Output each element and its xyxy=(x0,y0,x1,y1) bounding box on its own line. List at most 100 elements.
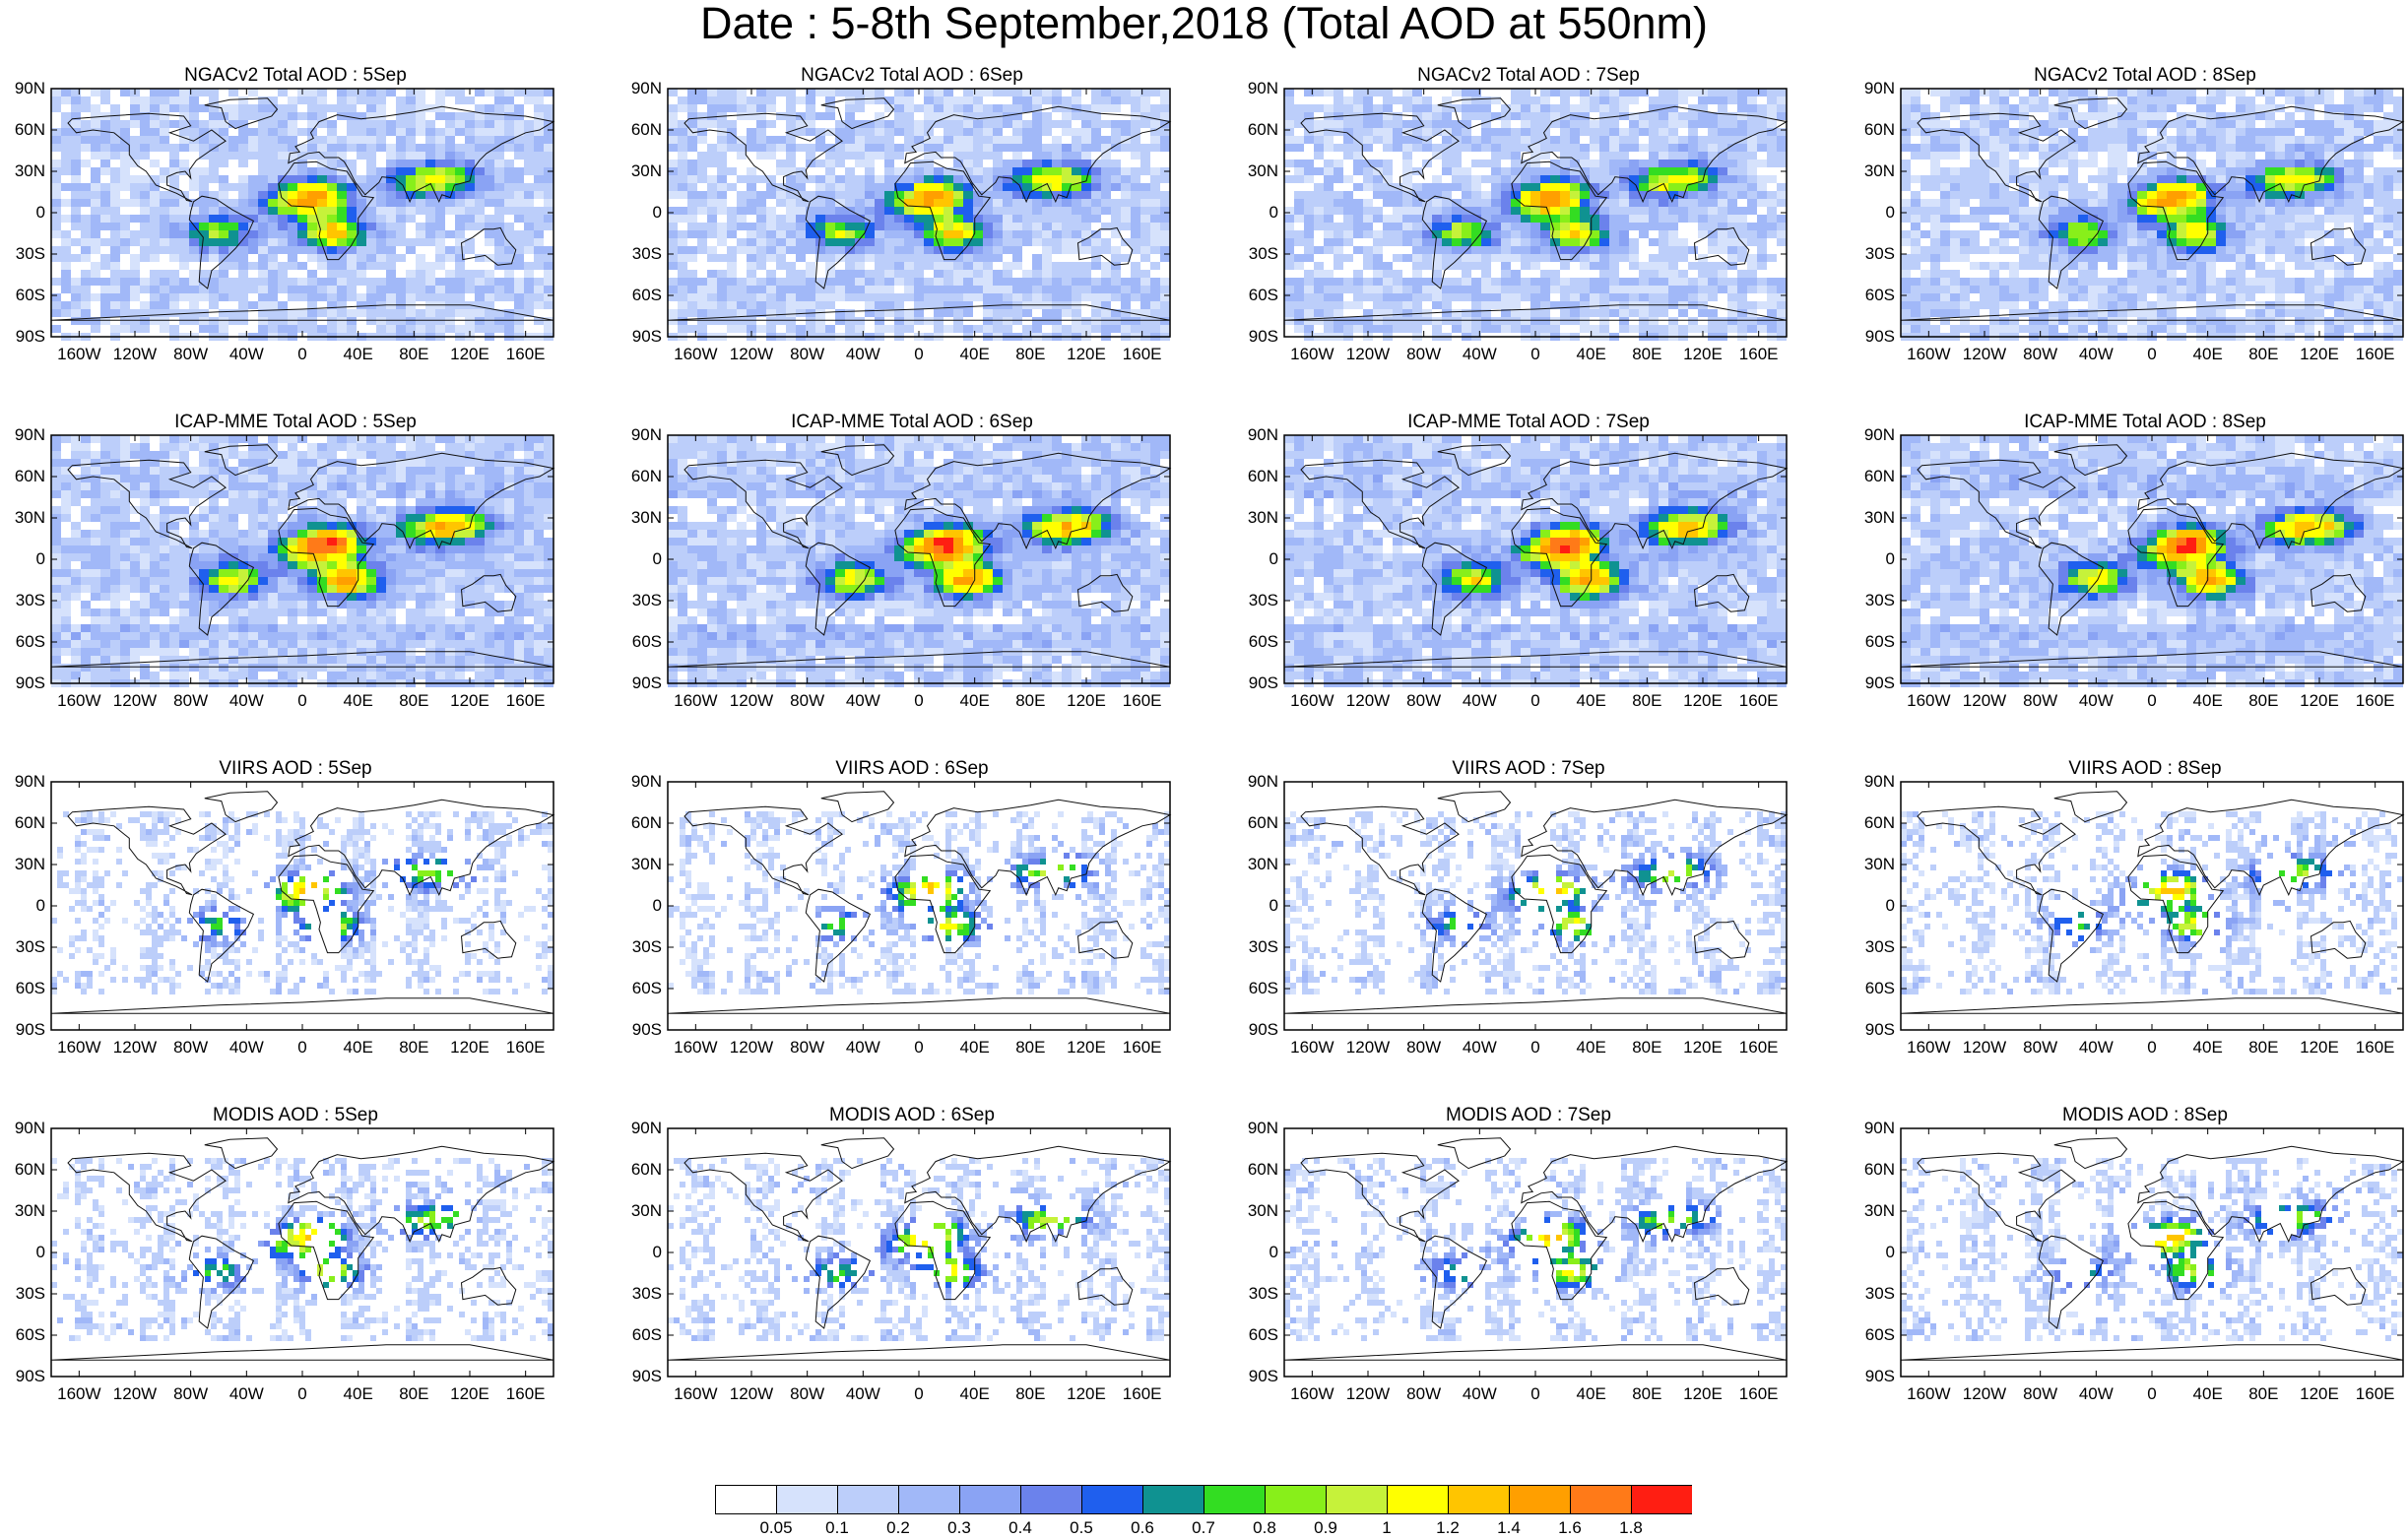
lon-tick-label: 160E xyxy=(1729,345,1789,364)
coastline xyxy=(2127,854,2225,954)
lat-tick-label: 60N xyxy=(1229,120,1278,140)
lon-tick-label: 80E xyxy=(384,1384,443,1404)
lon-tick-label: 40E xyxy=(329,691,388,711)
lat-tick-label: 30N xyxy=(0,508,45,528)
map-panel: VIIRS AOD : 5Sep 90N 60N 30N 0 30S 60S 90S 160W 1… xyxy=(0,744,591,1079)
coastline xyxy=(460,573,517,612)
lon-tick-label: 80E xyxy=(1001,1384,1060,1404)
map-plot xyxy=(1283,781,1789,1031)
map-panel: MODIS AOD : 7Sep 90N 60N 30N 0 30S 60S 90S 160W 1… xyxy=(1233,1091,1824,1426)
aod-field xyxy=(1284,1158,1787,1341)
map-panel: VIIRS AOD : 6Sep 90N 60N 30N 0 30S 60S 90S 160W 1… xyxy=(617,744,1207,1079)
coastline xyxy=(2310,573,2367,612)
coastline xyxy=(1521,799,1789,897)
aod-field xyxy=(1284,435,1787,687)
lon-tick-label: 160W xyxy=(1282,691,1341,711)
map-plot xyxy=(50,781,555,1031)
lat-tick-label: 30S xyxy=(1229,591,1278,610)
coastline xyxy=(2137,799,2405,897)
lat-tick-label: 60N xyxy=(613,1160,662,1180)
colorbar-swatch xyxy=(1387,1485,1449,1514)
colorbar-swatch xyxy=(837,1485,899,1514)
colorbar-boxes xyxy=(715,1485,1693,1514)
aod-field xyxy=(668,89,1170,341)
coastline xyxy=(460,226,517,266)
lat-tick-label: 30S xyxy=(1846,1284,1895,1304)
lon-tick-label: 120W xyxy=(105,1384,164,1404)
aod-field xyxy=(1901,89,2403,341)
lat-tick-label: 90N xyxy=(1846,425,1895,445)
lon-tick-label: 40W xyxy=(2066,345,2125,364)
map-plot xyxy=(1283,88,1789,341)
coastline xyxy=(1283,997,1788,1014)
lon-tick-label: 80W xyxy=(1395,1038,1454,1058)
coastline xyxy=(667,304,1171,321)
coastline xyxy=(805,542,872,636)
lon-tick-label: 120W xyxy=(1955,1384,2014,1404)
coastline xyxy=(683,805,843,896)
lon-tick-label: 160E xyxy=(1729,1038,1789,1058)
lat-tick-label: 30N xyxy=(1229,508,1278,528)
map-panel: ICAP-MME Total AOD : 7Sep 90N 60N 30N 0 30S 60… xyxy=(1233,398,1824,733)
panel-title: NGACv2 Total AOD : 8Sep xyxy=(1850,65,2408,87)
lat-tick-label: 0 xyxy=(1229,896,1278,916)
coastline xyxy=(1421,195,1488,289)
coastline xyxy=(2127,160,2225,261)
lon-tick-label: 80W xyxy=(778,691,837,711)
colorbar-label: 0.8 xyxy=(1240,1518,1289,1538)
lon-tick-label: 120W xyxy=(105,345,164,364)
colorbar-swatch xyxy=(898,1485,960,1514)
lon-tick-label: 120W xyxy=(1338,1038,1398,1058)
coastline xyxy=(1917,1152,2076,1243)
coastline xyxy=(188,888,255,983)
aod-field xyxy=(51,811,553,994)
coastline xyxy=(894,1200,992,1301)
lon-tick-label: 160E xyxy=(2346,345,2405,364)
panel-title: ICAP-MME Total AOD : 8Sep xyxy=(1850,412,2408,433)
lon-tick-label: 40W xyxy=(1450,691,1509,711)
lon-tick-label: 120E xyxy=(1673,1384,1732,1404)
coastline xyxy=(2310,920,2367,959)
lat-tick-label: 90S xyxy=(0,327,45,347)
coastline xyxy=(188,1235,255,1329)
lon-tick-label: 80W xyxy=(1395,1384,1454,1404)
lon-tick-label: 120E xyxy=(2290,691,2349,711)
panel-title: MODIS AOD : 7Sep xyxy=(1233,1105,1824,1126)
coastline xyxy=(2310,226,2367,266)
lon-tick-label: 40W xyxy=(833,1384,892,1404)
lat-tick-label: 30S xyxy=(613,591,662,610)
panel-title: NGACv2 Total AOD : 7Sep xyxy=(1233,65,1824,87)
lon-tick-label: 80E xyxy=(1001,691,1060,711)
lat-tick-label: 60N xyxy=(1846,467,1895,486)
lat-tick-label: 90S xyxy=(1229,1020,1278,1040)
lon-tick-label: 40W xyxy=(217,691,276,711)
lat-tick-label: 90S xyxy=(0,673,45,693)
panel-title: ICAP-MME Total AOD : 7Sep xyxy=(1233,412,1824,433)
lat-tick-label: 60S xyxy=(1229,979,1278,998)
map-panel: VIIRS AOD : 7Sep 90N 60N 30N 0 30S 60S 90S 160W 1… xyxy=(1233,744,1824,1079)
coastline xyxy=(1521,452,1789,550)
coastline xyxy=(1283,1344,1788,1361)
lon-tick-label: 160E xyxy=(496,1384,555,1404)
coastline xyxy=(1421,542,1488,636)
map-panel: VIIRS AOD : 8Sep 90N 60N 30N 0 30S 60S 90S 160W 1… xyxy=(1850,744,2408,1079)
colorbar-label: 0.7 xyxy=(1179,1518,1228,1538)
lat-tick-label: 60N xyxy=(0,813,45,833)
lat-tick-label: 60S xyxy=(1846,979,1895,998)
coastline xyxy=(288,799,555,897)
coastline xyxy=(278,1200,375,1301)
map-panel: MODIS AOD : 5Sep 90N 60N 30N 0 30S 60S 90S 160W 1… xyxy=(0,1091,591,1426)
coastline xyxy=(683,1152,843,1243)
lat-tick-label: 0 xyxy=(613,203,662,223)
lon-tick-label: 40W xyxy=(833,691,892,711)
coastline xyxy=(2137,105,2405,204)
coastline xyxy=(904,1145,1172,1244)
lon-tick-label: 40E xyxy=(1562,1384,1621,1404)
lon-tick-label: 160W xyxy=(666,1038,725,1058)
lat-tick-label: 90S xyxy=(613,1367,662,1386)
lon-tick-label: 160W xyxy=(1899,345,1958,364)
lon-tick-label: 120W xyxy=(105,691,164,711)
lat-tick-label: 60S xyxy=(0,632,45,652)
map-plot xyxy=(50,88,555,341)
lon-tick-label: 160W xyxy=(666,1384,725,1404)
